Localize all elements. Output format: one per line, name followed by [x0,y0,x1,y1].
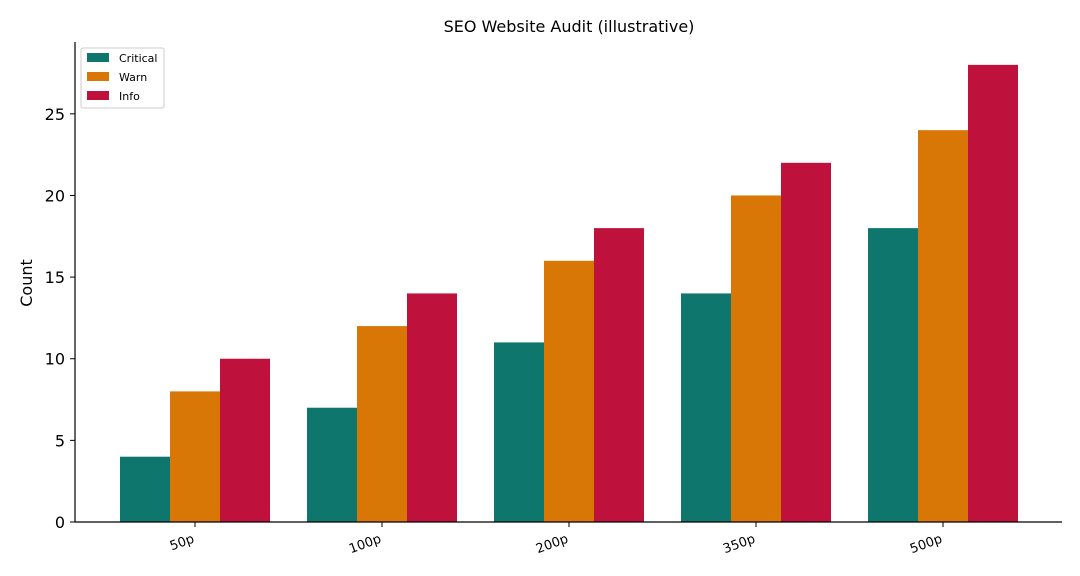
bar-info-350p [781,162,831,522]
y-tick-label: 10 [45,350,65,369]
x-ticks: 50p 100p 200p 350p 500p [168,522,944,557]
legend-swatch-critical [87,53,109,62]
bar-warn-100p [357,326,407,522]
bars-group [120,64,1018,523]
y-tick-label: 20 [45,186,65,205]
legend: Critical Warn Info [80,47,165,109]
bar-critical-50p [120,456,170,522]
y-tick-label: 5 [55,431,65,450]
y-tick-label: 25 [45,105,65,124]
bar-warn-500p [918,130,968,522]
y-tick-label: 0 [55,513,65,532]
y-tick-label: 15 [45,268,65,287]
bar-info-500p [968,64,1018,522]
x-tick-label: 350p [721,532,757,557]
legend-label-warn: Warn [119,71,147,84]
bar-critical-500p [868,228,918,523]
bar-warn-350p [731,195,781,522]
bar-warn-50p [170,391,220,522]
x-tick-label: 100p [347,532,383,557]
legend-label-critical: Critical [119,52,157,65]
chart-title: SEO Website Audit (illustrative) [444,17,695,36]
bar-warn-200p [544,260,594,522]
x-tick-label: 50p [168,532,196,555]
bar-info-200p [594,228,644,523]
bar-critical-350p [681,293,731,522]
x-tick-label: 200p [534,532,570,557]
bar-info-100p [407,293,457,522]
y-axis-label: Count [17,259,36,307]
legend-swatch-warn [87,72,109,81]
bar-critical-200p [494,342,544,522]
y-ticks: 0 5 10 15 20 25 [45,105,75,532]
bar-info-50p [220,358,270,522]
bar-critical-100p [307,407,357,522]
legend-swatch-info [87,91,109,100]
x-tick-label: 500p [908,532,944,557]
legend-label-info: Info [119,90,140,103]
